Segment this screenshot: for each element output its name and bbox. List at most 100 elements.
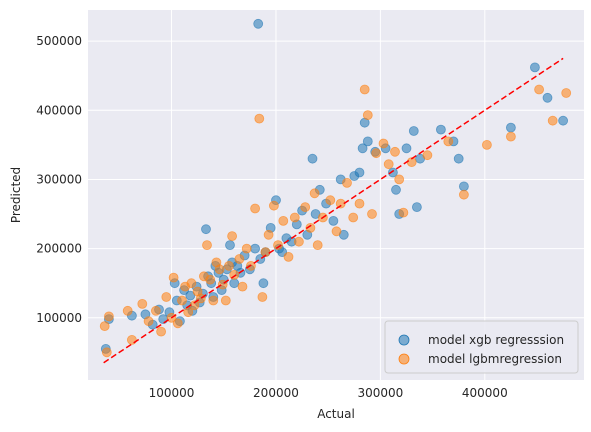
data-point [371, 148, 382, 159]
data-point [137, 298, 148, 309]
data-point [307, 153, 318, 164]
y-tick-label: 100000 [36, 311, 82, 325]
data-point [359, 84, 370, 95]
data-point [258, 278, 269, 289]
legend-label-xgb: model xgb regresssion [428, 333, 564, 347]
data-point [254, 113, 265, 124]
data-point [422, 150, 433, 161]
data-point [227, 231, 238, 242]
data-point [534, 84, 544, 95]
legend-box [384, 320, 579, 374]
data-point [104, 311, 114, 322]
data-point [161, 292, 172, 302]
data-point [273, 240, 283, 251]
data-point [205, 274, 216, 285]
data-point [122, 305, 133, 316]
data-point [172, 318, 183, 329]
data-point [398, 207, 409, 218]
data-point [378, 138, 389, 149]
legend-marker-lgbm [398, 353, 410, 365]
y-tick-label: 500000 [36, 34, 82, 48]
data-point [143, 316, 154, 327]
x-tick-label: 400000 [462, 386, 508, 400]
data-point [250, 203, 261, 214]
data-point [481, 139, 492, 150]
data-point [453, 153, 464, 164]
data-point [367, 209, 377, 219]
data-point [458, 189, 469, 200]
data-point [383, 159, 394, 170]
y-tick-labels: 100000 200000 300000 400000 500000 [36, 34, 82, 325]
data-point [411, 202, 422, 213]
data-point [241, 243, 252, 254]
data-point [237, 281, 248, 292]
data-point [558, 115, 568, 126]
data-point [177, 295, 187, 306]
data-point [408, 126, 419, 136]
data-point [220, 295, 231, 306]
data-point [195, 293, 206, 304]
legend-marker-xgb [398, 334, 410, 346]
legend: model xgb regresssion model lgbmregressi… [384, 320, 579, 374]
data-point [263, 229, 274, 240]
data-point [547, 115, 558, 126]
x-tick-labels: 100000 200000 300000 400000 [149, 386, 508, 400]
data-point [354, 167, 365, 178]
data-point [201, 224, 211, 235]
data-point [309, 188, 320, 199]
grid-lines [88, 10, 584, 380]
series-lgbm-points [99, 84, 572, 358]
data-point [357, 143, 368, 154]
data-point [342, 177, 352, 188]
data-point [250, 243, 261, 254]
y-axis-label: Predicted [9, 167, 23, 223]
data-point [443, 136, 454, 147]
y-tick-label: 300000 [36, 172, 82, 186]
data-point [390, 146, 400, 157]
x-axis-label: Actual [317, 407, 355, 421]
data-point [225, 240, 235, 251]
data-point [401, 143, 412, 154]
data-point [561, 88, 572, 98]
data-point [362, 110, 373, 120]
data-point [183, 307, 194, 318]
x-tick-label: 100000 [149, 386, 195, 400]
data-point [156, 326, 167, 337]
data-point [214, 264, 225, 275]
data-point [186, 278, 197, 289]
data-point [312, 240, 323, 251]
data-point [348, 212, 359, 223]
y-tick-label: 200000 [36, 242, 82, 256]
data-point [229, 278, 240, 289]
data-point [458, 181, 469, 192]
data-point [99, 321, 110, 332]
data-point [435, 124, 446, 135]
legend-label-lgbm: model lgbmregression [428, 352, 562, 366]
data-point [505, 131, 516, 142]
data-point [126, 334, 137, 345]
data-point [354, 198, 365, 209]
data-point [542, 92, 553, 103]
data-point [268, 200, 279, 211]
data-point [300, 202, 311, 213]
data-point [362, 136, 373, 147]
data-point [208, 295, 219, 306]
data-point [253, 18, 264, 29]
data-point [234, 254, 245, 264]
x-tick-label: 300000 [357, 386, 403, 400]
x-tick-label: 200000 [253, 386, 299, 400]
data-point [283, 251, 294, 262]
data-point [394, 174, 405, 185]
data-point [328, 215, 339, 226]
data-point [387, 167, 398, 178]
reference-line [103, 57, 564, 364]
data-point [331, 226, 342, 237]
data-point [257, 292, 268, 302]
data-point [185, 290, 196, 301]
data-point [293, 236, 304, 247]
data-point [530, 62, 540, 73]
data-point [224, 260, 234, 271]
data-point [101, 347, 112, 358]
data-point [391, 184, 401, 195]
